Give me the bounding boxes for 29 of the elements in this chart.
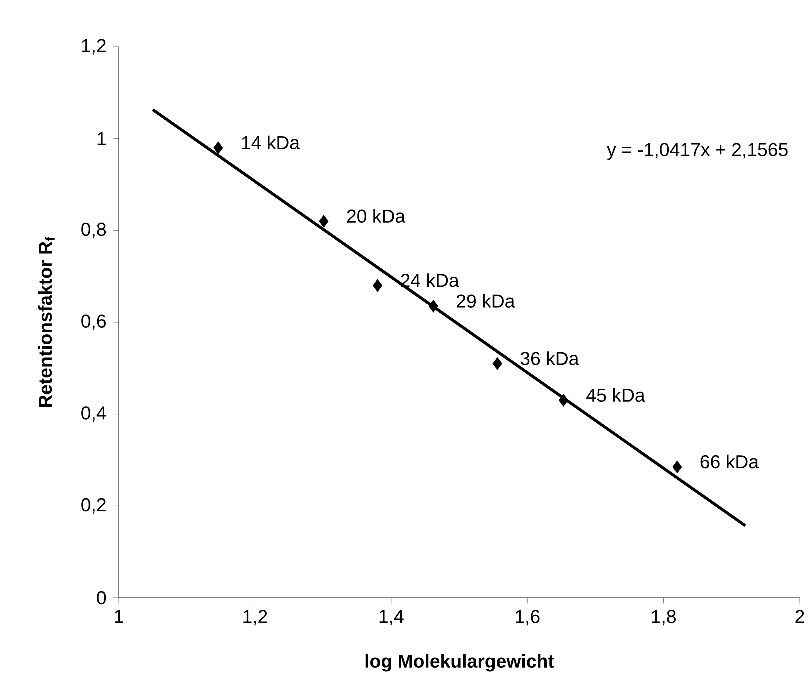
annotation: y = -1,0417x + 2,1565 bbox=[607, 143, 788, 160]
y-tick-label: 1,2 bbox=[82, 39, 106, 55]
point bbox=[373, 279, 383, 292]
x-tick-label: 1,4 bbox=[380, 610, 404, 626]
y-axis-title: Retentionsfaktor R$_{f}$ bbox=[38, 237, 55, 408]
annotation: 36 kDa bbox=[520, 352, 580, 366]
point bbox=[428, 300, 438, 313]
y-tick-label: 0,2 bbox=[82, 498, 106, 514]
y-tick-label: 0,8 bbox=[82, 222, 106, 238]
point bbox=[558, 394, 568, 407]
x-tick-label: 1,8 bbox=[652, 610, 676, 626]
annotation: 45 kDa bbox=[586, 388, 646, 402]
point bbox=[492, 358, 502, 370]
point bbox=[214, 142, 224, 154]
point bbox=[672, 460, 682, 474]
y-tick-label: 0 bbox=[97, 591, 106, 605]
y-tick-label: 1 bbox=[98, 132, 106, 146]
annotation: 29 kDa bbox=[457, 294, 516, 308]
x-tick-label: 1,2 bbox=[244, 610, 268, 626]
annotation: 14 kDa bbox=[242, 136, 300, 150]
y-tick-label: 0,6 bbox=[82, 314, 106, 330]
annotation: 20 kDa bbox=[347, 209, 406, 223]
annotation: 66 kDa bbox=[700, 454, 760, 469]
x-tick-label: 1 bbox=[115, 610, 124, 624]
point bbox=[319, 215, 329, 228]
x-axis-title: log Molekulargewicht bbox=[366, 654, 554, 672]
y-tick-label: 0,4 bbox=[82, 406, 106, 422]
x-tick-label: 1,6 bbox=[516, 610, 540, 626]
x-tick-label: 2 bbox=[796, 610, 804, 624]
